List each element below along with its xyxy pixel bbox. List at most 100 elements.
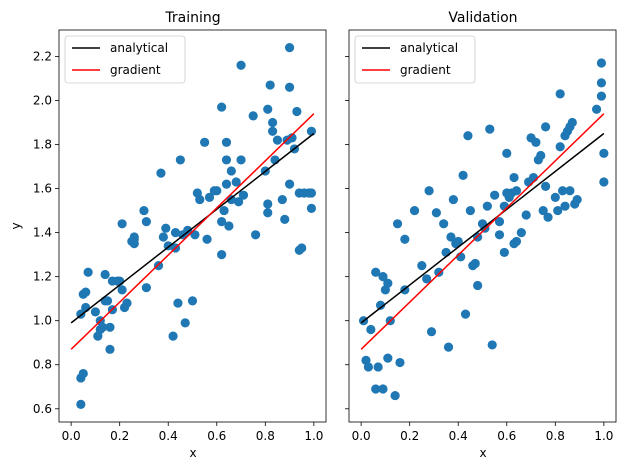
training-data-point xyxy=(195,194,205,205)
training-ytick-label: 1.8 xyxy=(33,138,52,152)
training-data-point xyxy=(219,205,229,216)
validation-data-point xyxy=(375,300,386,310)
validation-xtick-label: 0.0 xyxy=(352,429,371,443)
validation-data-point xyxy=(538,205,548,216)
training-data-point xyxy=(231,177,241,187)
validation-data-point xyxy=(596,78,607,88)
training-data-point xyxy=(284,43,295,53)
validation-legend: analytical gradient xyxy=(354,35,476,84)
training-data-point xyxy=(221,155,232,165)
validation-plot-frame xyxy=(348,29,617,423)
training-data-point xyxy=(156,168,166,178)
training-data-point xyxy=(217,250,227,260)
training-legend-analytical-label: analytical xyxy=(110,41,168,55)
validation-data-point xyxy=(426,327,437,337)
training-x-axis-label: x xyxy=(189,446,196,460)
training-data-point xyxy=(180,318,190,328)
training-data-point xyxy=(268,126,278,136)
validation-data-point xyxy=(599,148,609,158)
training-data-point xyxy=(226,194,236,205)
validation-data-point xyxy=(543,212,553,222)
validation-data-point xyxy=(395,357,405,368)
validation-data-point xyxy=(528,172,539,183)
validation-data-point xyxy=(470,258,480,269)
training-data-point xyxy=(297,243,307,253)
validation-xtick-label: 1.0 xyxy=(594,429,613,443)
training-data-point xyxy=(236,60,246,70)
validation-data-point xyxy=(473,280,483,291)
training-data-point xyxy=(102,296,113,306)
training-data-point xyxy=(173,298,183,308)
training-ytick-label: 1.2 xyxy=(33,270,52,284)
validation-legend-analytical-label: analytical xyxy=(400,41,458,55)
validation-xtick-label: 0.2 xyxy=(400,429,419,443)
training-data-point xyxy=(277,194,287,205)
training-xtick-label: 0.2 xyxy=(110,429,129,443)
validation-data-point xyxy=(509,172,519,183)
validation-xtick-label: 0.8 xyxy=(546,429,565,443)
validation-data-point xyxy=(555,142,565,152)
training-data-point xyxy=(117,219,127,229)
validation-data-point xyxy=(511,236,522,247)
validation-data-point xyxy=(453,236,463,247)
training-data-point xyxy=(202,234,212,244)
validation-data-point xyxy=(596,91,607,101)
validation-data-point xyxy=(446,232,456,242)
validation-data-point xyxy=(371,384,381,394)
validation-data-point xyxy=(558,186,568,196)
training-data-point xyxy=(129,239,139,249)
validation-data-point xyxy=(392,219,403,229)
training-data-point xyxy=(284,179,295,189)
validation-data-point xyxy=(599,177,609,187)
validation-data-point xyxy=(422,274,432,284)
training-data-point xyxy=(272,135,283,145)
training-data-point xyxy=(306,188,317,198)
training-data-point xyxy=(292,106,302,117)
validation-data-point xyxy=(541,181,551,191)
training-data-point xyxy=(83,267,93,277)
training-data-point xyxy=(284,82,295,92)
validation-data-point xyxy=(409,205,420,216)
training-data-point xyxy=(268,117,278,128)
training-legend: analytical gradient xyxy=(64,35,186,84)
validation-data-point xyxy=(516,228,526,238)
validation-data-point xyxy=(553,205,563,216)
training-data-point xyxy=(78,368,88,379)
training-data-point xyxy=(122,298,132,308)
validation-data-point xyxy=(378,272,388,282)
training-data-point xyxy=(105,322,115,332)
training-data-point xyxy=(117,285,127,295)
training-gradient-line xyxy=(70,113,315,350)
validation-data-point xyxy=(511,186,522,196)
validation-data-point xyxy=(439,219,449,229)
validation-x-axis-label: x xyxy=(479,446,486,460)
training-data-point xyxy=(265,80,275,90)
training-xtick-label: 0.0 xyxy=(62,429,81,443)
training-ytick-label: 2.0 xyxy=(33,93,52,107)
training-data-point xyxy=(217,102,227,112)
training-data-point xyxy=(280,214,290,224)
training-data-point xyxy=(161,223,171,233)
validation-data-point xyxy=(596,58,607,68)
training-data-point xyxy=(175,155,185,165)
validation-data-point xyxy=(567,117,577,128)
validation-data-point xyxy=(441,247,451,258)
training-data-point xyxy=(183,225,193,236)
validation-data-point xyxy=(536,150,546,161)
validation-data-point xyxy=(482,201,492,211)
training-subplot: Training 0.0 0.2 0.4 0.6 0.8 1.0 0.6 0.8 1.0 1.2… xyxy=(9,10,327,460)
validation-data-point xyxy=(502,148,512,158)
validation-data-point xyxy=(485,124,495,134)
validation-data-point xyxy=(390,390,400,401)
training-y-axis-label: y xyxy=(9,222,23,229)
training-data-point xyxy=(226,166,236,176)
training-ytick-label: 0.8 xyxy=(33,358,52,372)
training-analytical-line xyxy=(70,132,315,324)
training-data-point xyxy=(212,186,222,196)
training-data-point xyxy=(263,104,273,114)
training-data-point xyxy=(129,232,139,242)
validation-legend-gradient-label: gradient xyxy=(400,63,451,77)
training-ytick-label: 0.6 xyxy=(33,402,52,416)
validation-title: Validation xyxy=(448,10,517,26)
